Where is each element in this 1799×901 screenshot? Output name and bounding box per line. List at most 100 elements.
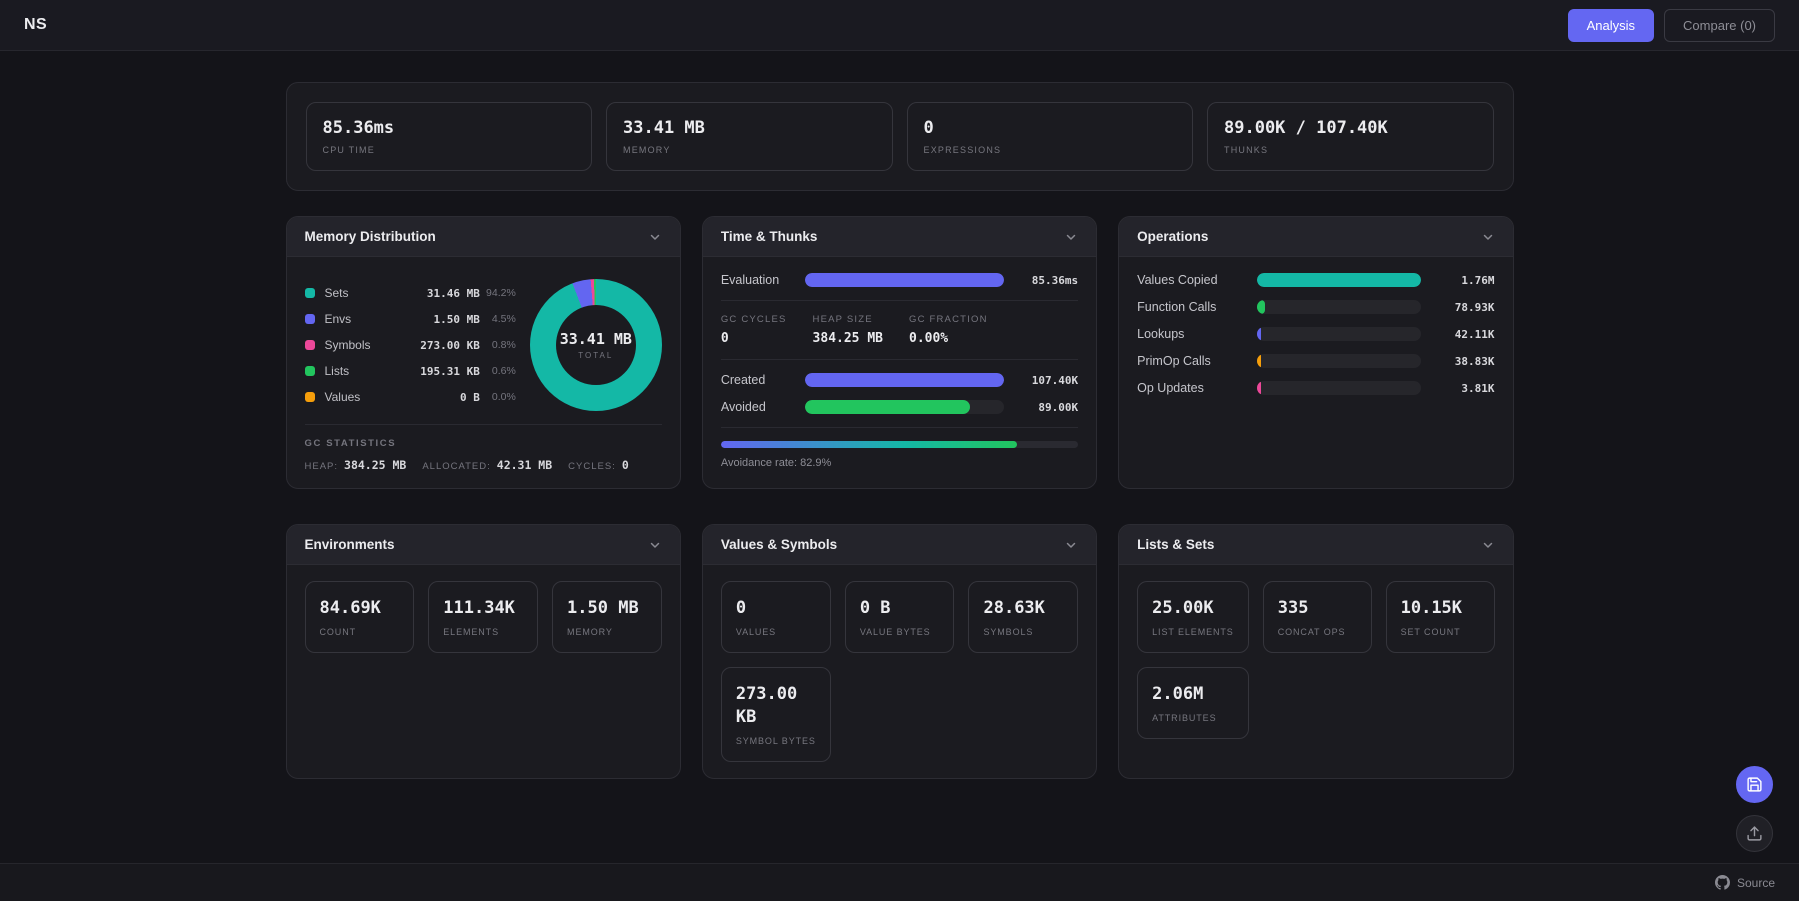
evaluation-label: Evaluation — [720, 273, 780, 287]
chevron-down-icon[interactable] — [1481, 538, 1495, 552]
gc-summary-row: GC CYCLES 0 HEAP SIZE 384.25 MB GC FRACT… — [721, 314, 1078, 346]
time-thunks-body: Evaluation 85.36ms GC CYCLES 0 HEAP SIZE… — [703, 257, 1096, 488]
chevron-down-icon[interactable] — [648, 538, 662, 552]
primop-calls-row: PrimOp Calls 38.83K — [1137, 354, 1495, 368]
memory-distribution-header[interactable]: Memory Distribution — [286, 217, 680, 257]
avoided-bar-row: Avoided 89.00K — [721, 400, 1078, 414]
symbols-label: SYMBOLS — [983, 626, 1034, 637]
donut-total-value: 33.41 MB — [559, 330, 632, 348]
list-elements-card: 25.00K LIST ELEMENTS — [1137, 581, 1249, 653]
legend-value: 31.46 MB — [426, 286, 480, 300]
values-color-swatch — [304, 392, 315, 402]
operations-header[interactable]: Operations — [1119, 217, 1513, 257]
values-label: VALUES — [735, 626, 777, 637]
time-thunks-header[interactable]: Time & Thunks — [702, 217, 1097, 257]
memory-legend: Sets 31.46 MB 94.2% Envs 1.50 MB 4.5% — [304, 286, 516, 404]
environments-body: 84.69K COUNT 111.34K ELEMENTS 1.50 MB ME… — [287, 565, 680, 778]
values-value: 0 — [735, 598, 747, 618]
compare-tab-button[interactable]: Compare (0) — [1664, 8, 1775, 42]
concat-ops-value: 335 — [1277, 598, 1309, 618]
concat-ops-label: CONCAT OPS — [1277, 626, 1346, 637]
cpu-time-label: CPU TIME — [322, 145, 375, 155]
values-copied-row: Values Copied 1.76M — [1137, 273, 1495, 287]
legend-label: Symbols — [324, 338, 371, 352]
op-updates-bar — [1257, 381, 1421, 395]
env-memory-card: 1.50 MB MEMORY — [552, 581, 662, 653]
heap-size-cell: HEAP SIZE 384.25 MB — [813, 314, 883, 346]
gc-fraction-cell: GC FRACTION 0.00% — [909, 314, 988, 346]
concat-ops-card: 335 CONCAT OPS — [1262, 581, 1372, 653]
symbols-color-swatch — [304, 340, 315, 350]
created-bar-row: Created 107.40K — [721, 373, 1078, 387]
legend-percent: 0.0% — [491, 391, 516, 403]
attributes-label: ATTRIBUTES — [1152, 712, 1217, 723]
gc-statistics-row: HEAP: 384.25 MB ALLOCATED: 42.31 MB CYCL… — [305, 458, 662, 472]
env-memory-value: 1.50 MB — [567, 598, 639, 618]
lists-sets-header[interactable]: Lists & Sets — [1119, 525, 1513, 565]
lists-color-swatch — [304, 366, 315, 376]
summary-stats-panel: 85.36ms CPU TIME 33.41 MB MEMORY 0 EXPRE… — [285, 82, 1514, 191]
analysis-tab-button[interactable]: Analysis — [1567, 8, 1655, 42]
gc-cycles: CYCLES: 0 — [568, 458, 629, 472]
legend-percent: 0.6% — [491, 365, 516, 377]
chevron-down-icon[interactable] — [1064, 230, 1078, 244]
divider — [304, 424, 662, 425]
panel-title: Memory Distribution — [304, 229, 436, 244]
legend-label: Lists — [324, 364, 350, 378]
expressions-label: EXPRESSIONS — [923, 145, 1002, 155]
donut-total-label: TOTAL — [578, 351, 614, 360]
heap-size-label: HEAP SIZE — [812, 314, 873, 325]
gc-heap-value: 384.25 MB — [344, 458, 407, 472]
main-content: 85.36ms CPU TIME 33.41 MB MEMORY 0 EXPRE… — [285, 51, 1514, 779]
avoidance-rate-value: 82.9% — [800, 457, 832, 469]
function-calls-value: 78.93K — [1454, 300, 1495, 314]
envs-color-swatch — [304, 314, 315, 324]
lookups-label: Lookups — [1137, 327, 1185, 341]
gc-statistics-heading: GC STATISTICS — [304, 438, 397, 449]
source-label: Source — [1736, 875, 1775, 890]
primop-calls-fill — [1257, 354, 1262, 368]
avoidance-rate-bar — [720, 441, 1079, 448]
legend-percent: 0.8% — [491, 339, 516, 351]
legend-item-lists: Lists 195.31 KB 0.6% — [304, 364, 516, 378]
environments-header[interactable]: Environments — [286, 525, 680, 565]
environments-panel: Environments 84.69K COUNT 111.34K ELEMEN… — [285, 524, 681, 779]
panel-title: Values & Symbols — [720, 537, 838, 552]
gc-cycles-label: GC CYCLES — [720, 314, 787, 325]
heap-size-value: 384.25 MB — [812, 331, 883, 346]
value-bytes-value: 0 B — [859, 598, 891, 618]
chevron-down-icon[interactable] — [1481, 230, 1495, 244]
env-count-value: 84.69K — [319, 598, 381, 618]
symbol-bytes-label: SYMBOL BYTES — [735, 735, 816, 746]
share-button[interactable] — [1736, 815, 1773, 852]
legend-label: Sets — [324, 286, 349, 300]
gc-fraction-label: GC FRACTION — [909, 314, 988, 325]
primop-calls-value: 38.83K — [1454, 354, 1495, 368]
legend-label: Values — [324, 390, 361, 404]
memory-distribution-panel: Memory Distribution Sets 31.46 MB 94.2% — [285, 216, 681, 489]
divider — [720, 300, 1079, 301]
save-button[interactable] — [1736, 766, 1773, 803]
save-icon — [1746, 776, 1763, 793]
env-elements-label: ELEMENTS — [443, 626, 499, 637]
chevron-down-icon[interactable] — [1064, 538, 1078, 552]
values-symbols-header[interactable]: Values & Symbols — [702, 525, 1097, 565]
chevron-down-icon[interactable] — [648, 230, 662, 244]
values-symbols-body: 0 VALUES 0 B VALUE BYTES 28.63K SYMBOLS … — [703, 565, 1096, 778]
values-copied-label: Values Copied — [1137, 273, 1218, 287]
gc-allocated-value: 42.31 MB — [496, 458, 553, 472]
stat-card-expressions: 0 EXPRESSIONS — [906, 102, 1193, 171]
github-icon — [1714, 875, 1730, 890]
lookups-row: Lookups 42.11K — [1137, 327, 1495, 341]
lookups-value: 42.11K — [1454, 327, 1495, 341]
function-calls-bar — [1257, 300, 1421, 314]
avoidance-rate-text: Avoidance rate: 82.9% — [721, 457, 1078, 469]
env-count-label: COUNT — [319, 626, 356, 637]
set-count-label: SET COUNT — [1400, 626, 1461, 637]
stat-card-thunks: 89.00K / 107.40K THUNKS — [1207, 102, 1494, 171]
legend-item-values: Values 0 B 0.0% — [304, 390, 516, 404]
legend-item-symbols: Symbols 273.00 KB 0.8% — [304, 338, 516, 352]
divider — [720, 359, 1079, 360]
source-link[interactable]: Source — [1714, 875, 1775, 890]
values-copied-value: 1.76M — [1461, 273, 1495, 287]
